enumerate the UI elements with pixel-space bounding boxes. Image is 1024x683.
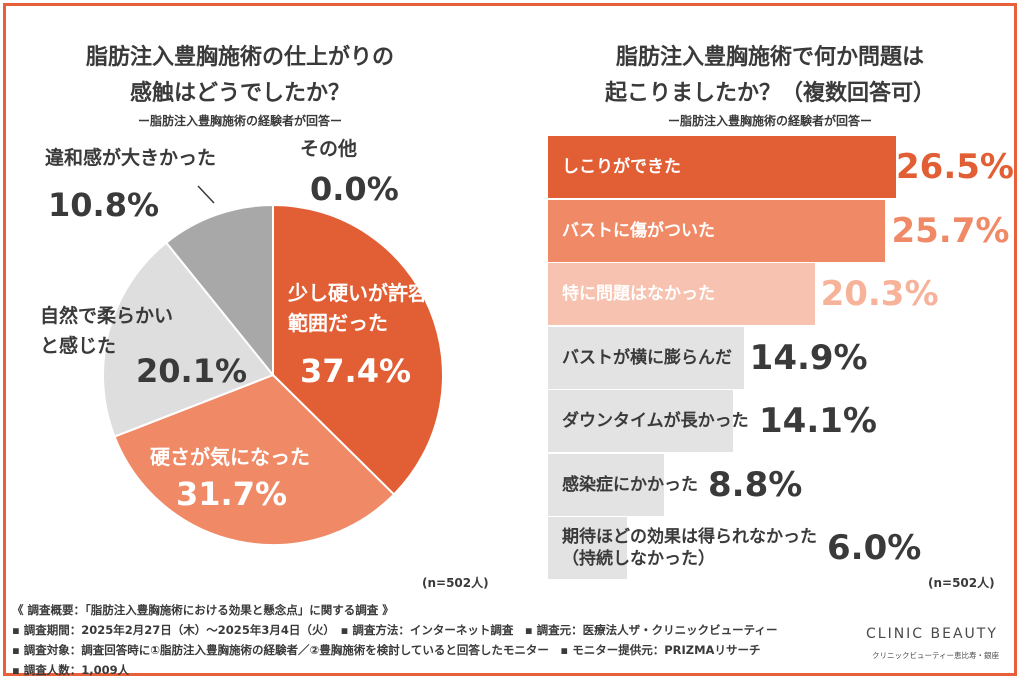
- bar-7: [548, 517, 627, 579]
- footer-survey-target: ▪ 調査対象：調査回答時に①脂肪注入豊胸施術の経験者／②豊胸施術を検討していると…: [12, 643, 761, 657]
- bar-3: [548, 263, 815, 325]
- bar-label-3: 特に問題はなかった: [562, 284, 715, 304]
- pie-label-slightly-firm: 少し硬いが許容: [287, 281, 428, 305]
- footer-survey-period: ▪ 調査期間：2025年2月27日（木）〜2025年3月4日（火） ▪ 調査方法…: [12, 623, 778, 637]
- bar-label-6: 感染症にかかった: [562, 474, 698, 495]
- bar-value-5: 14.1%: [759, 401, 877, 441]
- bar-2: [548, 199, 886, 262]
- bar-1: [548, 136, 896, 198]
- bar-value-3: 20.3%: [820, 274, 939, 314]
- pie-slice-natural-soft: [102, 241, 275, 438]
- bar-value-2: 25.7%: [891, 210, 1010, 251]
- footer-survey-count: ▪ 調査人数：1,009人: [12, 663, 130, 677]
- footer-survey-overview: 《 調査概要：「脂肪注入豊胸施術における効果と懸念点」に関する調査 》: [12, 603, 394, 617]
- bar-label-1: しこりができた: [562, 157, 681, 177]
- bar-label-4: バストが横に膨らんだ: [562, 347, 732, 368]
- outer-frame: [3, 3, 1017, 676]
- pie-label-other: その他: [300, 137, 357, 160]
- pie-value-slightly-firm: 37.4%: [300, 352, 411, 390]
- pie-label-firmness-concern: 硬さが気になった: [150, 445, 310, 469]
- pie-slice-firmness-concern: [113, 373, 396, 546]
- pie-label-natural-soft: 自然で柔らかい: [40, 304, 173, 327]
- bar-5: [548, 390, 734, 452]
- right-chart-subtitle: ー脂肪注入豊胸施術の経験者が回答ー: [667, 114, 872, 128]
- clinic-logo: CLINIC BEAUTY: [866, 626, 998, 642]
- bar-value-6: 8.8%: [708, 464, 803, 505]
- right-chart-title: 脂肪注入豊胸施術で何か問題は 起こりましたか？（複数回答可）: [604, 45, 935, 106]
- pie-label-slightly-firm: 範囲だった: [288, 311, 388, 335]
- pie-label-discomfort: 違和感が大きかった: [45, 146, 216, 169]
- leader-line-other: [197, 185, 215, 204]
- bar-label-5: ダウンタイムが長かった: [562, 411, 749, 431]
- bar-label-2: バストに傷がついた: [562, 220, 715, 241]
- pie-label-natural-soft: と感じた: [40, 334, 116, 357]
- pie-slice-slightly-firm: [272, 203, 444, 496]
- pie-value-discomfort: 10.8%: [48, 186, 159, 224]
- clinic-logo-subtitle: クリニックビューティー恵比寿・銀座: [872, 651, 1000, 660]
- left-sample-size: (n=502人): [422, 576, 489, 590]
- bar-label-7: 期待ほどの効果は得られなかった （持続しなかった）: [562, 527, 817, 569]
- pie-value-natural-soft: 20.1%: [136, 352, 247, 390]
- bar-value-1: 26.5%: [896, 147, 1014, 187]
- bar-value-7: 6.0%: [827, 528, 922, 568]
- pie-value-firmness-concern: 31.7%: [176, 475, 287, 513]
- pie-slice-discomfort: [164, 203, 274, 378]
- pie-value-other: 0.0%: [310, 170, 399, 208]
- bar-value-4: 14.9%: [749, 337, 868, 378]
- bar-4: [548, 326, 744, 389]
- left-chart-subtitle: ー脂肪注入豊胸施術の経験者が回答ー: [137, 114, 342, 128]
- left-chart-title: 脂肪注入豊胸施術の仕上がりの 感触はどうでしたか？: [85, 45, 394, 106]
- right-sample-size: (n=502人): [928, 576, 995, 590]
- bar-6: [548, 453, 664, 516]
